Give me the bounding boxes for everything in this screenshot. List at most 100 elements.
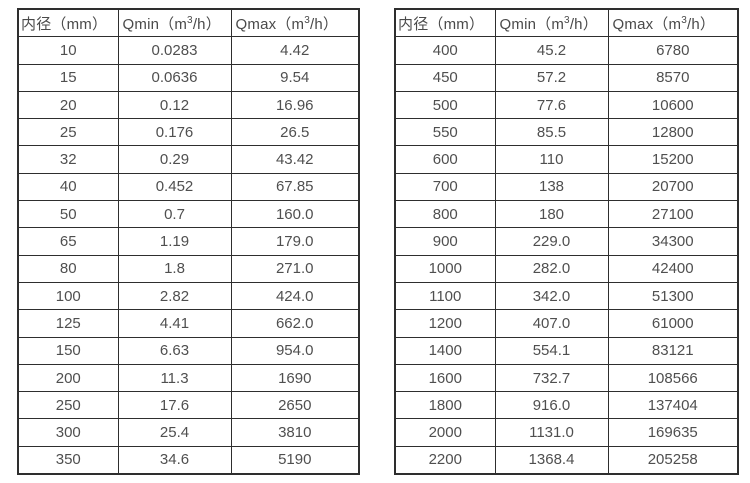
cell-diameter: 150	[17, 336, 119, 365]
cell-qmax: 67.85	[230, 172, 360, 202]
cell-qmax: 6780	[607, 36, 739, 65]
cell-qmin: 0.7	[117, 200, 232, 229]
cell-qmax: 169635	[607, 418, 739, 447]
cell-qmax: 205258	[607, 445, 739, 475]
cell-diameter: 2200	[394, 445, 496, 475]
cell-qmin: 282.0	[494, 254, 609, 283]
table-row: 1600 732.7 108566	[394, 363, 739, 393]
table-row: 500 77.6 10600	[394, 90, 739, 120]
table-row: 350 34.6 5190	[17, 445, 360, 475]
cell-diameter: 250	[17, 391, 119, 420]
table-row: 25 0.176 26.5	[17, 118, 360, 147]
cell-qmax: 160.0	[230, 200, 360, 229]
cell-diameter: 40	[17, 172, 119, 202]
table-row: 600 110 15200	[394, 145, 739, 174]
cell-diameter: 20	[17, 90, 119, 120]
cell-qmin: 4.41	[117, 309, 232, 338]
cell-qmax: 15200	[607, 145, 739, 174]
cell-qmin: 17.6	[117, 391, 232, 420]
cell-diameter: 600	[394, 145, 496, 174]
cell-qmin: 6.63	[117, 336, 232, 365]
superscript-3: 3	[187, 14, 193, 26]
cell-qmin: 1.8	[117, 254, 232, 283]
cell-diameter: 2000	[394, 418, 496, 447]
table-row: 400 45.2 6780	[394, 36, 739, 65]
cell-qmax: 20700	[607, 172, 739, 202]
cell-qmin: 732.7	[494, 363, 609, 393]
cell-diameter: 350	[17, 445, 119, 475]
superscript-3: 3	[564, 14, 570, 26]
cell-qmax: 51300	[607, 281, 739, 311]
table-row: 50 0.7 160.0	[17, 200, 360, 229]
cell-diameter: 450	[394, 63, 496, 92]
table-body: 400 45.2 6780 450 57.2 8570 500 77.6 10600 550 85.…	[394, 36, 739, 475]
cell-diameter: 125	[17, 309, 119, 338]
cell-qmax: 1690	[230, 363, 360, 393]
table-row: 125 4.41 662.0	[17, 309, 360, 338]
table-row: 15 0.0636 9.54	[17, 63, 360, 92]
table-row: 300 25.4 3810	[17, 418, 360, 447]
cell-qmin: 0.12	[117, 90, 232, 120]
cell-qmax: 9.54	[230, 63, 360, 92]
cell-qmin: 916.0	[494, 391, 609, 420]
table-header-row: 内径（mm） Qmin（m3/h） Qmax（m3/h）	[394, 8, 739, 38]
table-row: 2200 1368.4 205258	[394, 445, 739, 475]
superscript-3: 3	[681, 14, 687, 26]
cell-qmin: 25.4	[117, 418, 232, 447]
table-row: 32 0.29 43.42	[17, 145, 360, 174]
cell-qmin: 229.0	[494, 227, 609, 256]
table-row: 65 1.19 179.0	[17, 227, 360, 256]
column-header-qmax: Qmax（m3/h）	[230, 8, 360, 38]
cell-diameter: 1600	[394, 363, 496, 393]
cell-qmax: 4.42	[230, 36, 360, 65]
cell-qmax: 10600	[607, 90, 739, 120]
cell-qmax: 662.0	[230, 309, 360, 338]
table-row: 20 0.12 16.96	[17, 90, 360, 120]
table-row: 2000 1131.0 169635	[394, 418, 739, 447]
table-row: 1800 916.0 137404	[394, 391, 739, 420]
table-row: 250 17.6 2650	[17, 391, 360, 420]
cell-qmax: 271.0	[230, 254, 360, 283]
cell-qmax: 8570	[607, 63, 739, 92]
cell-qmax: 83121	[607, 336, 739, 365]
cell-qmax: 26.5	[230, 118, 360, 147]
cell-qmin: 0.176	[117, 118, 232, 147]
cell-diameter: 65	[17, 227, 119, 256]
cell-qmin: 0.0636	[117, 63, 232, 92]
cell-diameter: 100	[17, 281, 119, 311]
cell-qmin: 2.82	[117, 281, 232, 311]
column-header-diameter: 内径（mm）	[17, 8, 119, 38]
cell-qmin: 110	[494, 145, 609, 174]
cell-qmax: 16.96	[230, 90, 360, 120]
cell-qmin: 85.5	[494, 118, 609, 147]
cell-qmax: 43.42	[230, 145, 360, 174]
cell-qmin: 34.6	[117, 445, 232, 475]
header-row: 内径（mm） Qmin（m3/h） Qmax（m3/h）	[394, 8, 739, 38]
cell-diameter: 15	[17, 63, 119, 92]
cell-qmax: 2650	[230, 391, 360, 420]
cell-qmax: 424.0	[230, 281, 360, 311]
table-header-row: 内径（mm） Qmin（m3/h） Qmax（m3/h）	[17, 8, 360, 38]
header-row: 内径（mm） Qmin（m3/h） Qmax（m3/h）	[17, 8, 360, 38]
table-row: 450 57.2 8570	[394, 63, 739, 92]
flow-spec-table-large-diameters: 内径（mm） Qmin（m3/h） Qmax（m3/h） 400 45.2 6780 45…	[394, 8, 739, 476]
cell-diameter: 500	[394, 90, 496, 120]
table-row: 200 11.3 1690	[17, 363, 360, 393]
cell-diameter: 550	[394, 118, 496, 147]
cell-diameter: 1000	[394, 254, 496, 283]
cell-qmin: 11.3	[117, 363, 232, 393]
table-row: 1000 282.0 42400	[394, 254, 739, 283]
table-row: 1100 342.0 51300	[394, 281, 739, 311]
cell-diameter: 1200	[394, 309, 496, 338]
table-row: 10 0.0283 4.42	[17, 36, 360, 65]
table-row: 40 0.452 67.85	[17, 172, 360, 202]
cell-diameter: 1400	[394, 336, 496, 365]
table-row: 1200 407.0 61000	[394, 309, 739, 338]
cell-qmax: 27100	[607, 200, 739, 229]
cell-qmax: 3810	[230, 418, 360, 447]
cell-qmin: 0.0283	[117, 36, 232, 65]
superscript-3: 3	[304, 14, 310, 26]
cell-qmin: 45.2	[494, 36, 609, 65]
table-body: 10 0.0283 4.42 15 0.0636 9.54 20 0.12 16.96 25 0.1…	[17, 36, 360, 475]
